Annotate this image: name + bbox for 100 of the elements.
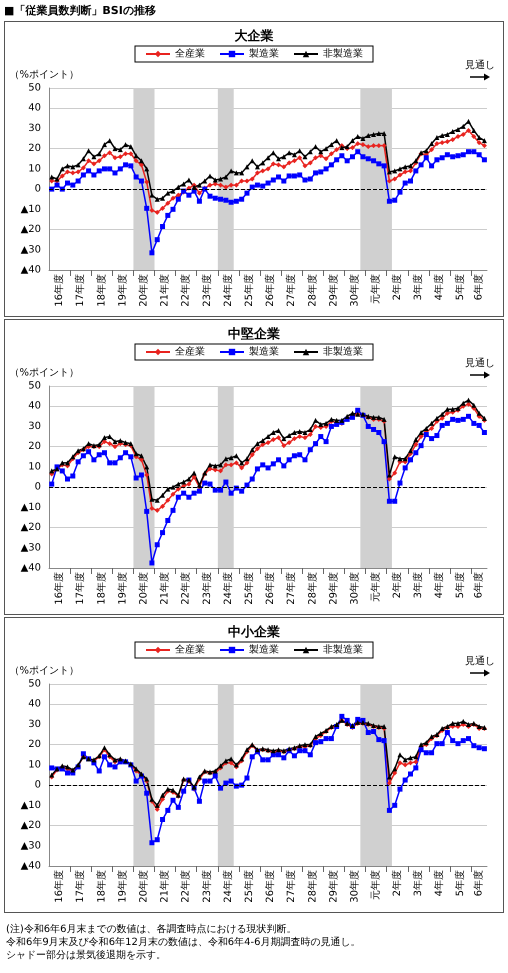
x-tick-label: 17年度 bbox=[74, 572, 86, 605]
y-tick-label: ▲10 bbox=[20, 800, 41, 811]
chart-title: 中小企業 bbox=[228, 625, 280, 640]
legend-label: 非製造業 bbox=[323, 48, 363, 60]
x-tick-label: 18年度 bbox=[95, 572, 108, 605]
y-axis-title: （%ポイント） bbox=[9, 666, 79, 676]
y-tick-label: ▲20 bbox=[20, 820, 41, 832]
x-tick-label: 18年度 bbox=[95, 274, 108, 307]
y-axis-title: （%ポイント） bbox=[9, 368, 79, 378]
x-tick-label: 21年度 bbox=[158, 870, 171, 903]
text: シャドー部分は景気後退期を示す。 bbox=[5, 949, 167, 962]
legend-label: 製造業 bbox=[249, 48, 279, 60]
legend-label: 全産業 bbox=[175, 644, 205, 656]
x-tick-label: 22年度 bbox=[180, 572, 192, 605]
text: 令和6年9月末及び令和6年12月末の数値は、令和6年4-6月期調査時の見通し。 bbox=[5, 936, 362, 949]
x-tick-label: 30年度 bbox=[348, 572, 361, 605]
x-tick-label: 28年度 bbox=[306, 274, 318, 307]
x-tick-label: 21年度 bbox=[158, 274, 171, 307]
x-tick-label: 22年度 bbox=[180, 274, 192, 307]
x-tick-label: 30年度 bbox=[348, 274, 361, 307]
x-tick-label: 6年度 bbox=[472, 870, 485, 896]
y-tick-label: 0 bbox=[34, 184, 41, 195]
y-tick-label: ▲10 bbox=[20, 204, 41, 215]
x-tick-label: 27年度 bbox=[285, 572, 298, 605]
text: 見通し bbox=[465, 356, 495, 370]
y-tick-label: 10 bbox=[28, 759, 41, 770]
y-tick-label: ▲40 bbox=[20, 264, 41, 276]
y-tick-label: 10 bbox=[28, 163, 41, 174]
x-tick-label: 17年度 bbox=[74, 274, 86, 307]
y-tick-label: 30 bbox=[28, 122, 41, 134]
y-tick-label: 10 bbox=[28, 461, 41, 472]
y-tick-label: 40 bbox=[28, 698, 41, 710]
x-tick-label: 5年度 bbox=[454, 870, 466, 896]
x-tick-label: 4年度 bbox=[432, 572, 445, 598]
legend-label: 全産業 bbox=[175, 346, 205, 358]
x-tick-label: 25年度 bbox=[243, 572, 256, 605]
x-tick-label: 19年度 bbox=[116, 870, 128, 903]
y-tick-label: 50 bbox=[28, 678, 41, 690]
x-tick-label: 25年度 bbox=[243, 274, 256, 307]
x-tick-label: 23年度 bbox=[200, 274, 213, 307]
y-tick-label: ▲30 bbox=[20, 244, 41, 256]
x-tick-label: 23年度 bbox=[200, 870, 213, 903]
legend-label: 製造業 bbox=[249, 346, 279, 358]
x-tick-label: 6年度 bbox=[472, 274, 485, 300]
x-tick-label: 24年度 bbox=[222, 870, 234, 903]
y-tick-label: 30 bbox=[28, 718, 41, 730]
x-tick-label: 20年度 bbox=[137, 870, 150, 903]
text: (注)令和6年6月末までの数値は、各調査時点における現状判断。 bbox=[5, 923, 298, 936]
y-tick-label: 20 bbox=[28, 143, 41, 154]
x-tick-label: 5年度 bbox=[454, 274, 466, 300]
text: 見通し bbox=[465, 58, 495, 72]
x-tick-label: 29年度 bbox=[327, 870, 340, 903]
y-tick-label: ▲30 bbox=[20, 542, 41, 554]
y-tick-label: 40 bbox=[28, 400, 41, 412]
y-tick-label: 50 bbox=[28, 380, 41, 392]
y-tick-label: ▲20 bbox=[20, 522, 41, 534]
x-tick-label: 26年度 bbox=[264, 870, 276, 903]
x-tick-label: 20年度 bbox=[137, 274, 150, 307]
chart-title: 大企業 bbox=[234, 29, 274, 44]
chart-title: 中堅企業 bbox=[228, 327, 280, 342]
y-tick-label: 50 bbox=[28, 82, 41, 94]
x-tick-label: 17年度 bbox=[74, 870, 86, 903]
x-tick-label: 4年度 bbox=[432, 274, 445, 300]
x-tick-label: 25年度 bbox=[243, 870, 256, 903]
x-tick-label: 23年度 bbox=[200, 572, 213, 605]
x-tick-label: 21年度 bbox=[158, 572, 171, 605]
y-axis-title: （%ポイント） bbox=[9, 70, 79, 80]
x-tick-label: 28年度 bbox=[306, 572, 318, 605]
x-tick-label: 19年度 bbox=[116, 572, 128, 605]
legend-label: 非製造業 bbox=[323, 346, 363, 358]
x-tick-label: 3年度 bbox=[412, 274, 424, 300]
x-tick-label: 22年度 bbox=[180, 870, 192, 903]
x-tick-label: 4年度 bbox=[432, 870, 445, 896]
x-tick-label: 19年度 bbox=[116, 274, 128, 307]
x-tick-label: 28年度 bbox=[306, 870, 318, 903]
x-tick-label: 6年度 bbox=[472, 572, 485, 598]
x-tick-label: 27年度 bbox=[285, 274, 298, 307]
x-tick-label: 20年度 bbox=[137, 572, 150, 605]
y-tick-label: 0 bbox=[34, 780, 41, 791]
y-tick-label: 20 bbox=[28, 739, 41, 750]
x-tick-label: 18年度 bbox=[95, 870, 108, 903]
y-tick-label: 20 bbox=[28, 441, 41, 452]
x-tick-label: 元年度 bbox=[370, 274, 382, 304]
y-tick-label: ▲40 bbox=[20, 562, 41, 574]
x-tick-label: 29年度 bbox=[327, 274, 340, 307]
x-tick-label: 2年度 bbox=[390, 274, 403, 300]
legend-label: 全産業 bbox=[175, 48, 205, 60]
x-tick-label: 元年度 bbox=[370, 572, 382, 602]
x-tick-label: 16年度 bbox=[53, 274, 66, 307]
x-tick-label: 2年度 bbox=[390, 572, 403, 598]
x-tick-label: 16年度 bbox=[53, 870, 66, 903]
y-tick-label: 40 bbox=[28, 102, 41, 114]
y-tick-label: ▲40 bbox=[20, 860, 41, 872]
x-tick-label: 26年度 bbox=[264, 572, 276, 605]
x-tick-label: 3年度 bbox=[412, 572, 424, 598]
x-tick-label: 29年度 bbox=[327, 572, 340, 605]
x-tick-label: 26年度 bbox=[264, 274, 276, 307]
x-tick-label: 16年度 bbox=[53, 572, 66, 605]
text: ■「従業員数判断」BSIの推移 bbox=[3, 3, 157, 19]
text: 見通し bbox=[465, 654, 495, 668]
